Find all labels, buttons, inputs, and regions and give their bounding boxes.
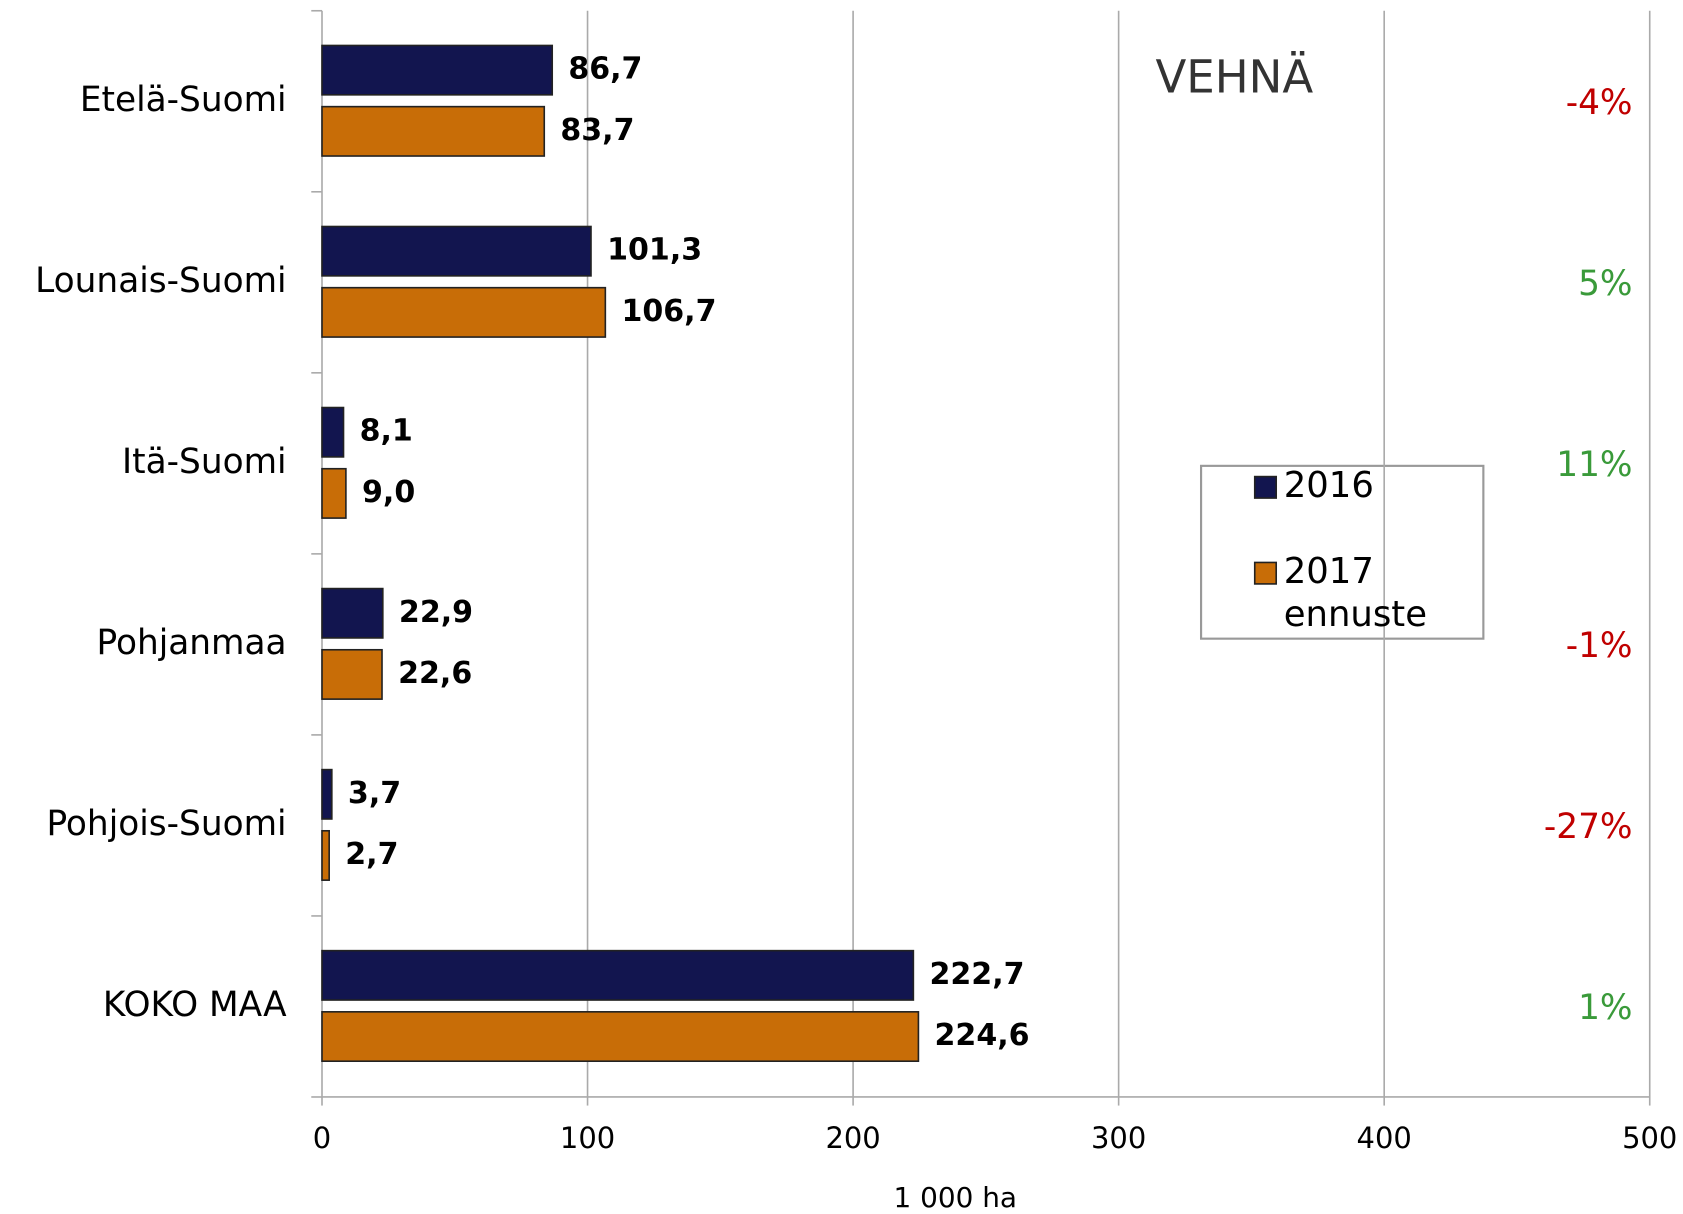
legend-swatch	[1253, 475, 1278, 499]
bar	[321, 406, 345, 458]
bar	[321, 225, 592, 277]
x-axis-label: 1 000 ha	[894, 1181, 1017, 1214]
x-tick-label: 100	[560, 1121, 615, 1155]
y-tick-label: KOKO MAA	[103, 985, 287, 1025]
data-label: 101,3	[607, 233, 702, 268]
chart-title: VEHNÄ	[1155, 51, 1313, 104]
legend-swatch	[1253, 561, 1278, 585]
x-tick-label: 0	[313, 1121, 331, 1155]
bar	[321, 105, 546, 157]
data-label: 86,7	[568, 52, 642, 87]
y-tick-label: Lounais-Suomi	[35, 261, 286, 301]
x-tick-label: 400	[1357, 1121, 1412, 1155]
y-tick-label: Etelä-Suomi	[80, 80, 287, 120]
data-label: 224,6	[935, 1018, 1030, 1053]
data-label: 3,7	[348, 776, 401, 811]
change-annotation: -1%	[1566, 626, 1633, 666]
bar	[321, 1011, 920, 1063]
change-annotation: 1%	[1578, 988, 1632, 1028]
bar	[321, 286, 607, 338]
change-annotation: 5%	[1578, 264, 1632, 304]
bar	[321, 587, 384, 639]
data-label: 222,7	[929, 957, 1024, 992]
bar	[321, 44, 554, 96]
data-label: 83,7	[560, 113, 634, 148]
y-tick-label: Pohjois-Suomi	[46, 804, 286, 844]
change-annotation: 11%	[1556, 445, 1632, 485]
bar	[321, 648, 383, 700]
legend-label: 2016	[1283, 463, 1374, 506]
data-label: 22,6	[398, 656, 472, 691]
data-label: 8,1	[360, 414, 413, 449]
data-label: 106,7	[621, 294, 716, 329]
legend-label: 2017 ennuste	[1283, 549, 1427, 635]
x-tick-label: 200	[825, 1121, 880, 1155]
x-tick-label: 300	[1091, 1121, 1146, 1155]
change-annotation: -4%	[1566, 83, 1633, 123]
bar	[321, 949, 915, 1001]
bar	[321, 768, 333, 820]
change-annotation: -27%	[1544, 807, 1633, 847]
y-tick-label: Itä-Suomi	[122, 442, 287, 482]
legend-entry: 2017 ennuste	[1283, 549, 1427, 635]
data-label: 9,0	[362, 475, 415, 510]
x-tick-label: 500	[1622, 1121, 1677, 1155]
data-label: 2,7	[345, 837, 398, 872]
bar	[321, 467, 347, 519]
legend-box	[1199, 464, 1485, 640]
data-label: 22,9	[399, 595, 473, 630]
y-tick-label: Pohjanmaa	[96, 623, 286, 663]
legend-entry: 2016	[1283, 463, 1374, 506]
bar	[321, 829, 330, 881]
